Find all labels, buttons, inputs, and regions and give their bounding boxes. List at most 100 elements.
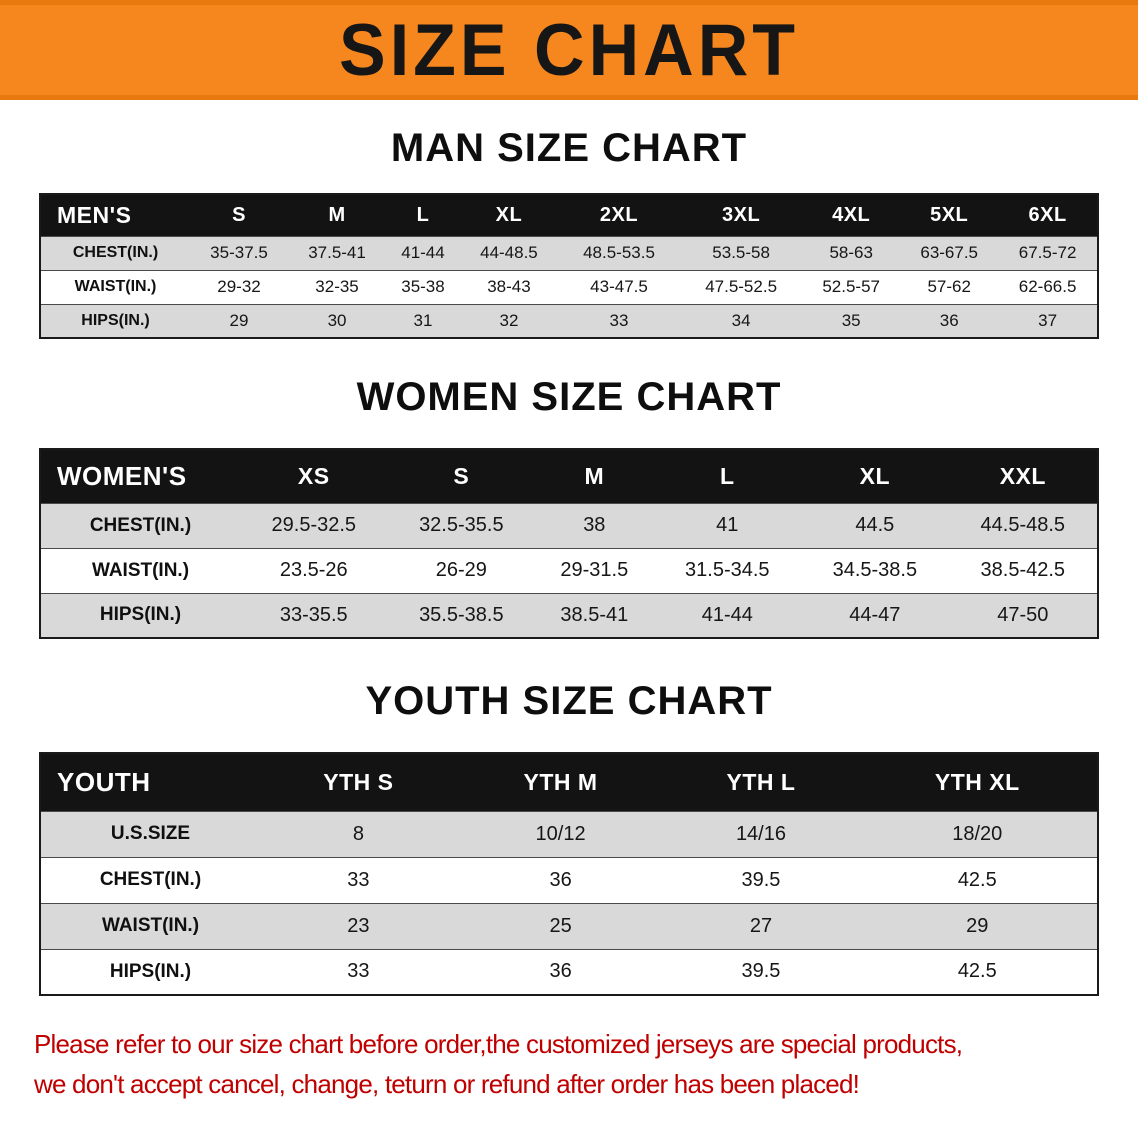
size-cell: 43-47.5: [590, 277, 648, 296]
column-header: YTH M: [456, 753, 665, 811]
size-cell: 41: [716, 514, 739, 536]
youth-hips-row: HIPS(IN.) 33 36 39.5 42.5: [40, 949, 1098, 995]
size-cell: 31.5-34.5: [685, 559, 770, 581]
column-header: YTH L: [664, 753, 858, 811]
column-header: XL: [459, 194, 558, 236]
size-cell: 32.5-35.5: [419, 514, 504, 536]
column-header: 6XL: [998, 194, 1098, 236]
row-label: CHEST(IN.): [89, 514, 192, 536]
size-chart-banner: SIZE CHART: [0, 0, 1138, 100]
size-cell: 48.5-53.5: [583, 243, 655, 262]
size-cell: 38.5-41: [560, 603, 629, 626]
size-cell: 27: [749, 914, 773, 937]
youth-size-table: YOUTH YTH S YTH M YTH L YTH XL U.S.SIZE …: [39, 752, 1099, 996]
size-cell: 39.5: [741, 960, 781, 983]
banner-title: SIZE CHART: [339, 9, 799, 91]
men-header-row: MEN'S S M L XL 2XL 3XL 4XL 5XL 6XL: [40, 194, 1098, 236]
size-cell: 32-35: [315, 277, 359, 296]
size-cell: 29.5-32.5: [271, 514, 357, 536]
row-label: U.S.SIZE: [110, 823, 191, 844]
men-chest-row: CHEST(IN.) 35-37.5 37.5-41 41-44 44-48.5…: [40, 236, 1098, 270]
size-cell: 25: [549, 914, 572, 937]
size-cell: 42.5: [957, 868, 997, 891]
size-cell: 31: [413, 310, 433, 330]
men-waist-row: WAIST(IN.) 29-32 32-35 35-38 38-43 43-47…: [40, 270, 1098, 304]
size-cell: 42.5: [957, 960, 997, 983]
column-header: XXL: [948, 449, 1098, 503]
row-label: WAIST(IN.): [101, 915, 200, 936]
size-cell: 26-29: [435, 559, 487, 581]
size-cell: 33: [347, 868, 370, 891]
men-hips-row: HIPS(IN.) 29 30 31 32 33 34 35 36 37: [40, 304, 1098, 338]
size-cell: 41-44: [401, 243, 445, 262]
size-cell: 30: [327, 310, 347, 330]
size-cell: 47-50: [997, 603, 1049, 626]
column-header: YTH S: [260, 753, 457, 811]
size-cell: 33: [347, 960, 370, 983]
disclaimer: Please refer to our size chart before or…: [34, 1024, 1138, 1105]
row-label: WAIST(IN.): [91, 559, 190, 581]
size-cell: 35.5-38.5: [419, 603, 504, 626]
disclaimer-line-2: we don't accept cancel, change, teturn o…: [34, 1069, 860, 1100]
size-cell: 44-48.5: [480, 243, 538, 262]
youth-size-section: YOUTH SIZE CHART YOUTH YTH S YTH M YTH L…: [0, 679, 1138, 996]
youth-header-row: YOUTH YTH S YTH M YTH L YTH XL: [40, 753, 1098, 811]
size-cell: 36: [549, 868, 572, 891]
disclaimer-line-1: Please refer to our size chart before or…: [34, 1029, 963, 1059]
column-header: S: [190, 194, 289, 236]
column-header: M: [535, 449, 654, 503]
size-cell: 34.5-38.5: [832, 559, 918, 581]
women-waist-row: WAIST(IN.) 23.5-26 26-29 29-31.5 31.5-34…: [40, 548, 1098, 593]
size-cell: 37.5-41: [308, 243, 366, 262]
women-size-section: WOMEN SIZE CHART WOMEN'S XS S M L XL XXL…: [0, 375, 1138, 639]
size-cell: 62-66.5: [1018, 277, 1077, 296]
column-header: L: [386, 194, 460, 236]
women-size-table: WOMEN'S XS S M L XL XXL CHEST(IN.) 29.5-…: [39, 448, 1099, 639]
size-cell: 35-37.5: [210, 243, 268, 262]
size-cell: 67.5-72: [1018, 243, 1077, 262]
youth-ussize-row: U.S.SIZE 8 10/12 14/16 18/20: [40, 811, 1098, 857]
men-table-label: MEN'S: [40, 194, 190, 236]
size-cell: 39.5: [741, 868, 781, 891]
size-cell: 47.5-52.5: [705, 277, 778, 296]
size-cell: 52.5-57: [822, 277, 881, 296]
youth-waist-row: WAIST(IN.) 23 25 27 29: [40, 903, 1098, 949]
size-cell: 38.5-42.5: [980, 559, 1066, 581]
row-label: WAIST(IN.): [74, 278, 157, 295]
column-header: L: [653, 449, 802, 503]
row-label: CHEST(IN.): [99, 869, 202, 890]
row-label: CHEST(IN.): [72, 244, 159, 261]
size-cell: 35-38: [401, 277, 445, 296]
size-cell: 57-62: [927, 277, 971, 296]
size-cell: 53.5-58: [712, 243, 770, 262]
size-cell: 29: [229, 310, 249, 330]
size-cell: 34: [731, 310, 751, 330]
size-cell: 18/20: [952, 822, 1003, 845]
size-cell: 35: [841, 310, 861, 330]
women-hips-row: HIPS(IN.) 33-35.5 35.5-38.5 38.5-41 41-4…: [40, 593, 1098, 638]
size-cell: 33-35.5: [279, 603, 348, 626]
size-cell: 10/12: [535, 822, 586, 845]
size-cell: 38: [583, 514, 606, 536]
women-chart-heading: WOMEN SIZE CHART: [356, 375, 782, 419]
size-cell: 29-32: [217, 277, 261, 296]
women-header-row: WOMEN'S XS S M L XL XXL: [40, 449, 1098, 503]
size-cell: 36: [549, 960, 572, 983]
size-cell: 23.5-26: [279, 559, 348, 581]
size-cell: 29: [966, 914, 989, 937]
men-size-section: MAN SIZE CHART MEN'S S M L XL 2XL 3XL 4X…: [0, 126, 1138, 339]
column-header: XL: [801, 449, 949, 503]
men-chart-heading: MAN SIZE CHART: [390, 126, 748, 170]
size-cell: 37: [1038, 310, 1058, 330]
column-header: 3XL: [680, 194, 803, 236]
size-cell: 38-43: [487, 277, 531, 296]
size-cell: 14/16: [735, 822, 786, 845]
row-label: HIPS(IN.): [99, 604, 182, 626]
column-header: 2XL: [557, 194, 681, 236]
size-cell: 36: [939, 310, 959, 330]
men-size-table: MEN'S S M L XL 2XL 3XL 4XL 5XL 6XL CHEST…: [39, 193, 1099, 339]
size-cell: 44.5-48.5: [980, 514, 1066, 536]
size-cell: 29-31.5: [560, 559, 629, 581]
size-cell: 63-67.5: [920, 243, 979, 262]
size-cell: 33: [609, 310, 629, 330]
